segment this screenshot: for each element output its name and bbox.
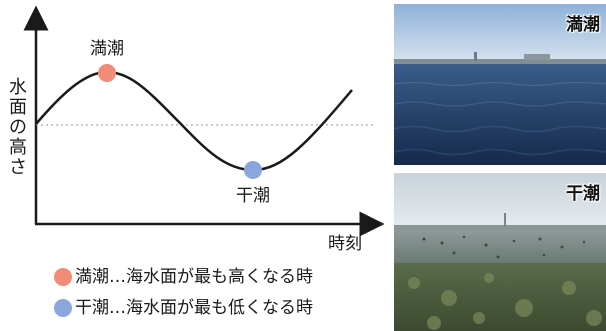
y-axis-label-char: さ [9, 157, 27, 178]
high-tide-dot [98, 64, 116, 82]
y-axis-label-char: 面 [9, 97, 27, 118]
low-tide-marker [54, 299, 72, 317]
low-tide-photo: 干潮 [394, 173, 606, 331]
y-axis-label-char: の [9, 117, 27, 138]
low-tide-label: 干潮 [236, 186, 270, 206]
x-axis-label: 時刻 [328, 234, 362, 254]
legend-item-high-tide: 満潮…海水面が最も高くなる時 [54, 267, 313, 287]
legend-text: 満潮…海水面が最も高くなる時 [75, 267, 313, 287]
legend-text: 干潮…海水面が最も低くなる時 [75, 298, 313, 318]
y-axis-label-char: 高 [9, 137, 27, 158]
legend-item-low-tide: 干潮…海水面が最も低くなる時 [54, 298, 313, 318]
high-tide-photo-label: 満潮 [566, 15, 600, 35]
tide-diagram: 満潮 干潮 時刻 [23, 5, 385, 254]
high-tide-marker [54, 268, 72, 286]
y-axis-label: 水 面 の 高 さ [4, 78, 32, 178]
low-tide-photo-label: 干潮 [566, 184, 600, 204]
y-axis-label-char: 水 [9, 77, 27, 98]
low-tide-dot [244, 161, 262, 179]
high-tide-label: 満潮 [90, 39, 124, 59]
tide-curve [35, 70, 353, 172]
high-tide-photo: 満潮 [394, 4, 606, 165]
